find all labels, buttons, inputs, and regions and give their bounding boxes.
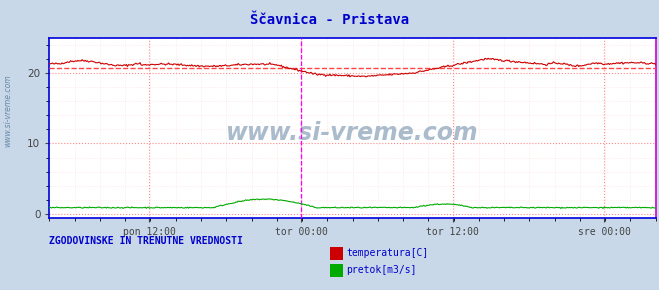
Text: ZGODOVINSKE IN TRENUTNE VREDNOSTI: ZGODOVINSKE IN TRENUTNE VREDNOSTI [49,236,243,246]
Text: Ščavnica - Pristava: Ščavnica - Pristava [250,13,409,27]
Text: temperatura[C]: temperatura[C] [346,248,428,258]
Text: www.si-vreme.com: www.si-vreme.com [3,74,13,146]
Text: pretok[m3/s]: pretok[m3/s] [346,265,416,275]
Text: www.si-vreme.com: www.si-vreme.com [226,121,479,145]
